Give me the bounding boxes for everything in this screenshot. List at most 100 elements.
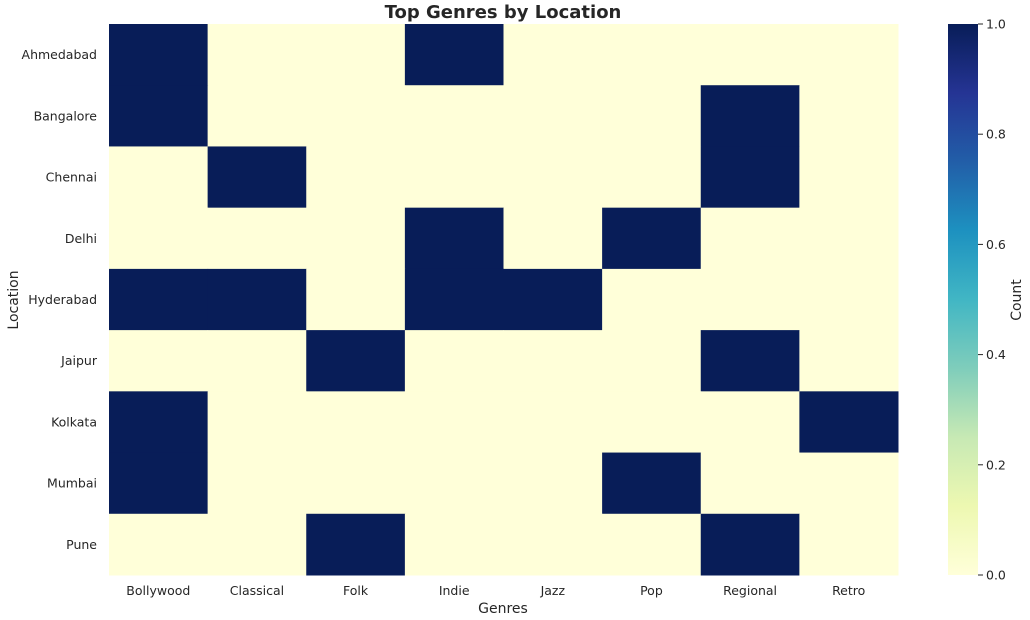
x-tick-label: Jazz [540,583,566,598]
heatmap-cell-pune-classical [207,513,307,576]
heatmap-cell-mumbai-indie [404,452,504,515]
heatmap-cell-jaipur-folk [306,330,406,392]
heatmap-cell-jaipur-indie [404,330,504,392]
heatmap-cell-hyderabad-jazz [503,268,603,331]
heatmap-cell-delhi-jazz [503,207,603,270]
colorbar-ticks: 0.0 0.2 0.4 0.6 0.8 1.0 [978,17,1006,583]
x-tick-label: Classical [230,583,284,598]
colorbar-tick-label: 0.6 [986,237,1006,252]
colorbar [948,24,978,575]
heatmap-cell-mumbai-regional [700,452,800,515]
heatmap-cell-chennai-indie [404,146,504,209]
heatmap-cell-hyderabad-classical [207,268,307,331]
heatmap-cell-jaipur-retro [799,330,899,392]
heatmap-cell-bangalore-classical [207,85,307,147]
heatmap-cell-hyderabad-regional [700,268,800,331]
heatmap-cell-kolkata-bollywood [109,391,209,454]
heatmap-cell-bangalore-retro [799,85,899,147]
heatmap-cell-pune-folk [306,513,406,576]
heatmap-cells [109,24,899,576]
heatmap-cell-delhi-pop [602,207,702,270]
x-axis-ticks: Bollywood Classical Folk Indie Jazz Pop Region… [126,583,865,598]
x-tick-label: Pop [640,583,663,598]
heatmap-cell-kolkata-classical [207,391,307,454]
heatmap-cell-ahmedabad-classical [207,24,307,86]
heatmap-cell-chennai-pop [602,146,702,209]
heatmap-cell-bangalore-indie [404,85,504,147]
heatmap-cell-chennai-jazz [503,146,603,209]
y-tick-label: Jaipur [60,353,98,368]
y-tick-label: Pune [66,537,97,552]
heatmap-cell-hyderabad-pop [602,268,702,331]
x-tick-label: Retro [832,583,865,598]
heatmap-cell-jaipur-jazz [503,330,603,392]
chart-title: Top Genres by Location [385,2,622,23]
heatmap-cell-pune-regional [700,513,800,576]
y-axis-ticks: Ahmedabad Bangalore Chennai Delhi Hyderabad J… [22,47,98,552]
colorbar-tick-label: 1.0 [986,17,1006,32]
heatmap-cell-hyderabad-bollywood [109,268,209,331]
heatmap-cell-delhi-bollywood [109,207,209,270]
heatmap-cell-pune-bollywood [109,513,209,576]
heatmap-cell-mumbai-bollywood [109,452,209,515]
heatmap-cell-bangalore-bollywood [109,85,209,147]
x-tick-label: Indie [439,583,470,598]
x-tick-label: Bollywood [126,583,190,598]
heatmap-cell-ahmedabad-folk [306,24,406,86]
heatmap-cell-ahmedabad-indie [404,24,504,86]
heatmap-cell-hyderabad-folk [306,268,406,331]
heatmap-cell-kolkata-indie [404,391,504,454]
heatmap-cell-ahmedabad-pop [602,24,702,86]
y-axis-label: Location [6,270,22,329]
heatmap-cell-kolkata-pop [602,391,702,454]
y-tick-label: Bangalore [34,108,98,123]
y-tick-label: Chennai [46,170,97,185]
heatmap-cell-delhi-folk [306,207,406,270]
heatmap-cell-chennai-bollywood [109,146,209,209]
colorbar-tick-label: 0.4 [986,347,1006,362]
heatmap-cell-kolkata-regional [700,391,800,454]
heatmap-cell-ahmedabad-retro [799,24,899,86]
heatmap-cell-delhi-classical [207,207,307,270]
heatmap-cell-pune-indie [404,513,504,576]
heatmap-cell-mumbai-jazz [503,452,603,515]
heatmap-cell-bangalore-folk [306,85,406,147]
heatmap-cell-mumbai-folk [306,452,406,515]
heatmap-cell-hyderabad-indie [404,268,504,331]
heatmap-cell-delhi-regional [700,207,800,270]
heatmap-cell-pune-pop [602,513,702,576]
heatmap-cell-jaipur-bollywood [109,330,209,392]
heatmap-cell-kolkata-folk [306,391,406,454]
heatmap-cell-chennai-regional [700,146,800,209]
heatmap-cell-chennai-folk [306,146,406,209]
y-tick-label: Hyderabad [28,292,97,307]
heatmap-cell-ahmedabad-regional [700,24,800,86]
heatmap-cell-pune-retro [799,513,899,576]
heatmap-cell-mumbai-classical [207,452,307,515]
heatmap-cell-chennai-retro [799,146,899,209]
colorbar-tick-label: 0.8 [986,127,1006,142]
heatmap-cell-bangalore-regional [700,85,800,147]
heatmap-cell-chennai-classical [207,146,307,209]
heatmap-cell-bangalore-pop [602,85,702,147]
heatmap-cell-ahmedabad-jazz [503,24,603,86]
heatmap-cell-jaipur-regional [700,330,800,392]
heatmap-cell-jaipur-classical [207,330,307,392]
y-tick-label: Ahmedabad [22,47,97,62]
y-tick-label: Delhi [65,231,97,246]
heatmap-cell-kolkata-retro [799,391,899,454]
heatmap-cell-mumbai-pop [602,452,702,515]
x-axis-label: Genres [478,601,528,617]
heatmap-cell-ahmedabad-bollywood [109,24,209,86]
heatmap-cell-delhi-retro [799,207,899,270]
colorbar-label: Count [1009,279,1025,321]
heatmap-cell-bangalore-jazz [503,85,603,147]
heatmap-cell-pune-jazz [503,513,603,576]
heatmap-cell-kolkata-jazz [503,391,603,454]
heatmap-cell-jaipur-pop [602,330,702,392]
heatmap-cell-mumbai-retro [799,452,899,515]
colorbar-tick-label: 0.0 [986,568,1006,583]
x-tick-label: Regional [723,583,777,598]
y-tick-label: Mumbai [47,476,97,491]
